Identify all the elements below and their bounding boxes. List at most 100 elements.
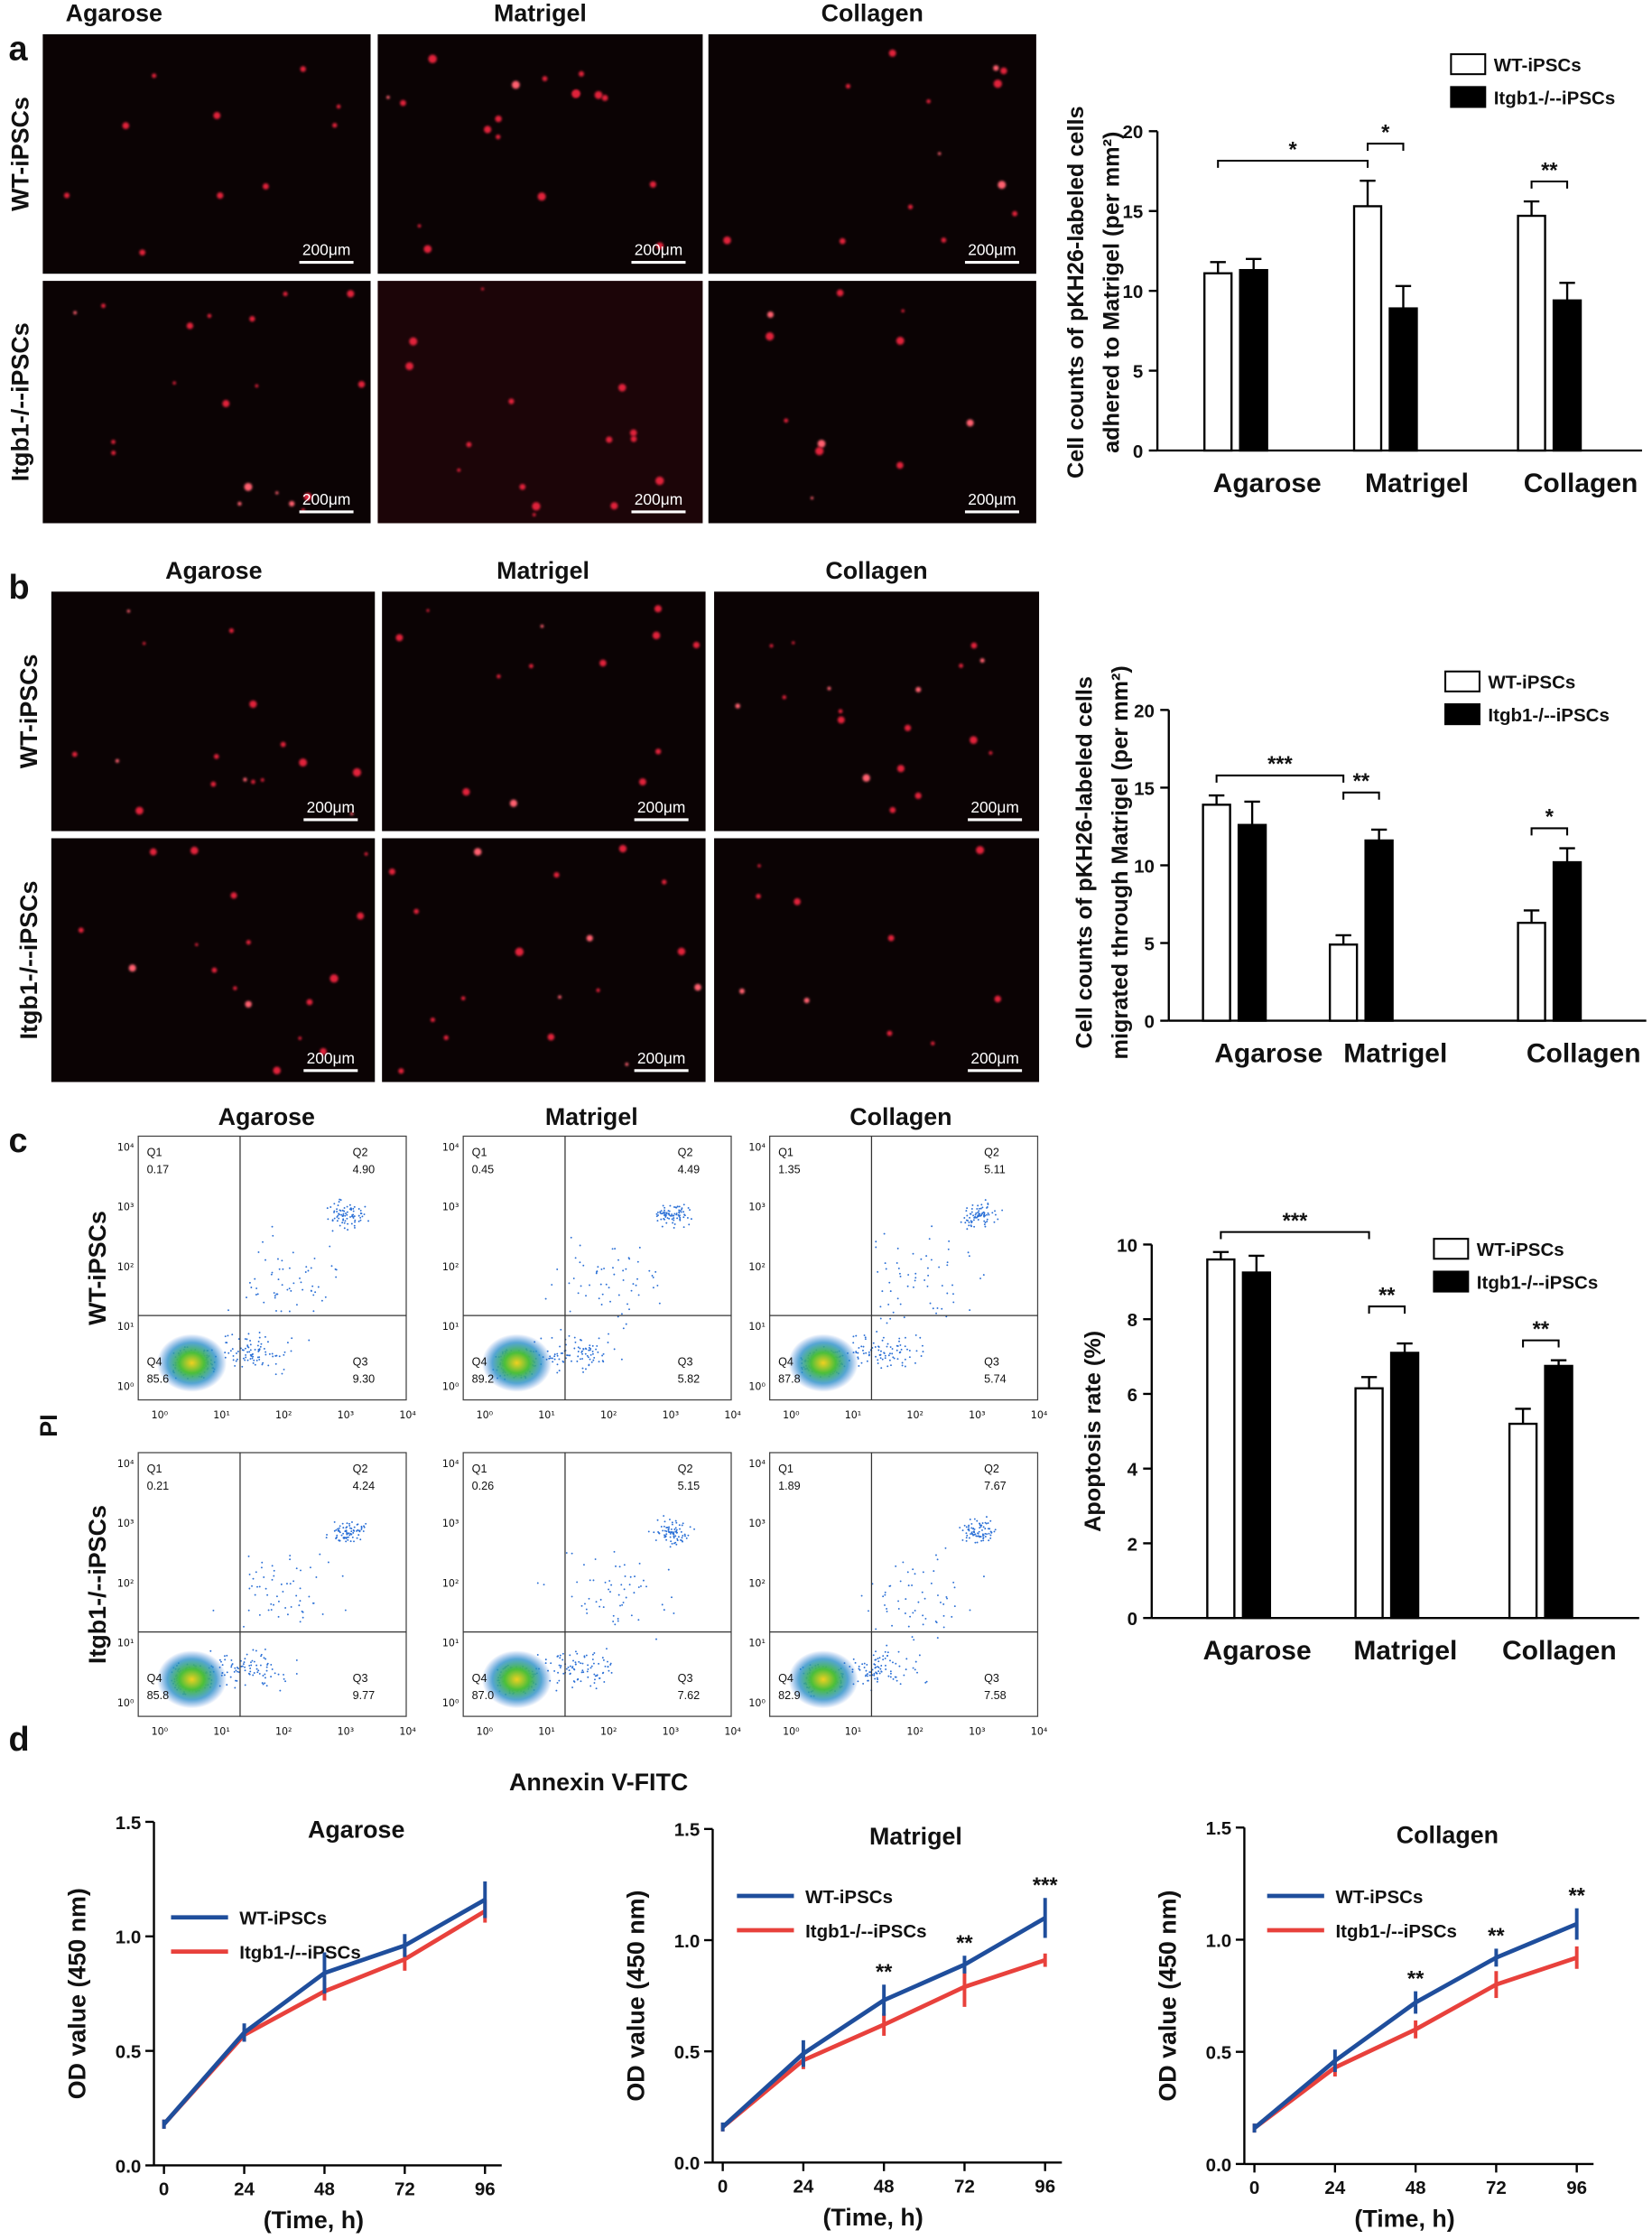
cell-dot [509,799,517,807]
cell-dot [994,995,1001,1003]
event-dot [660,1212,663,1215]
x-tick-label: 10³ [663,1726,680,1738]
event-dot [586,1670,589,1673]
event-dot [574,1663,577,1666]
population-density [788,1650,858,1709]
event-dot [664,1212,666,1213]
event-dot [984,1222,987,1224]
event-dot [897,1608,900,1610]
y-tick-label: 8 [1128,1310,1137,1331]
event-dot [247,1346,250,1349]
event-dot [263,1657,265,1659]
event-dot [960,1221,962,1223]
legend-label: Itgb1-/--iPSCs [1488,705,1610,726]
event-dot [562,1361,565,1363]
event-dot [670,1540,673,1543]
event-dot [292,1282,295,1285]
y-tick-label: 20 [1134,701,1155,721]
event-dot [886,1654,889,1657]
event-dot [673,1217,675,1220]
axis-label: Annexin V-FITC [509,1769,688,1796]
cell-dot [413,908,420,915]
event-dot [288,1310,291,1313]
event-dot [671,1542,673,1545]
event-dot [909,1615,912,1618]
event-dot [320,1299,323,1302]
event-dot [290,1350,292,1352]
event-dot [609,1300,611,1303]
event-dot [965,1526,968,1528]
event-dot [340,1534,343,1537]
event-dot [571,1666,574,1668]
cell-dot [610,502,618,510]
significance-label: ** [1541,159,1558,182]
event-dot [350,1528,353,1530]
event-dot [591,1344,594,1347]
cell-dot [652,631,661,640]
event-dot [357,1208,360,1210]
event-dot [277,1673,280,1676]
event-dot [326,1534,328,1536]
event-dot [344,1609,347,1612]
event-dot [661,1225,664,1228]
x-tick-label: 48 [314,2179,335,2200]
micrograph-background [51,591,376,831]
event-dot [914,1361,916,1364]
event-dot [290,1289,292,1292]
cell-dot [836,289,844,297]
y-tick-label: 1.0 [1206,1930,1232,1951]
cell-dot [111,440,116,444]
event-dot [685,1537,688,1539]
event-dot [271,1352,274,1355]
event-dot [879,1353,882,1356]
event-dot [896,1358,899,1361]
event-dot [969,1609,971,1612]
event-dot [334,1268,337,1270]
event-dot [361,1215,364,1218]
event-dot [295,1658,298,1661]
event-dot [617,1294,620,1296]
event-dot [984,1528,987,1530]
event-dot [662,1204,664,1207]
event-dot [875,1246,877,1249]
cell-dot [937,152,942,155]
event-dot [584,1352,587,1355]
column-header: Matrigel [494,0,587,27]
event-dot [952,1581,955,1584]
event-dot [283,1353,285,1356]
event-dot [862,1349,864,1352]
event-dot [295,1567,298,1570]
event-dot [672,1222,674,1224]
event-dot [289,1555,292,1556]
event-dot [586,1612,589,1614]
cell-dot [249,700,257,709]
event-dot [970,1208,973,1210]
event-dot [1001,1209,1004,1212]
y-tick-label: 1.5 [1206,1818,1232,1839]
event-dot [671,1523,673,1526]
cell-dot [388,868,395,876]
bar [1241,1271,1272,1620]
event-dot [337,1528,339,1530]
cell-dot [233,986,237,990]
annotation: ** [956,1932,973,1956]
event-dot [553,1358,556,1361]
event-dot [981,1528,983,1531]
event-dot [941,1307,943,1310]
population-density [481,1650,552,1709]
event-dot [565,1552,568,1554]
event-dot [882,1336,885,1339]
event-dot [595,1271,598,1273]
event-dot [593,1356,596,1359]
y-tick-label: 10¹ [442,1321,459,1333]
event-dot [945,1315,948,1318]
event-dot [299,1587,302,1590]
event-dot [942,1614,945,1617]
event-dot [274,1672,276,1675]
cell-dot [139,249,146,256]
event-dot [273,1603,274,1606]
event-dot [540,1337,543,1340]
event-dot [865,1674,868,1677]
event-dot [262,1240,264,1243]
event-dot [903,1316,905,1319]
